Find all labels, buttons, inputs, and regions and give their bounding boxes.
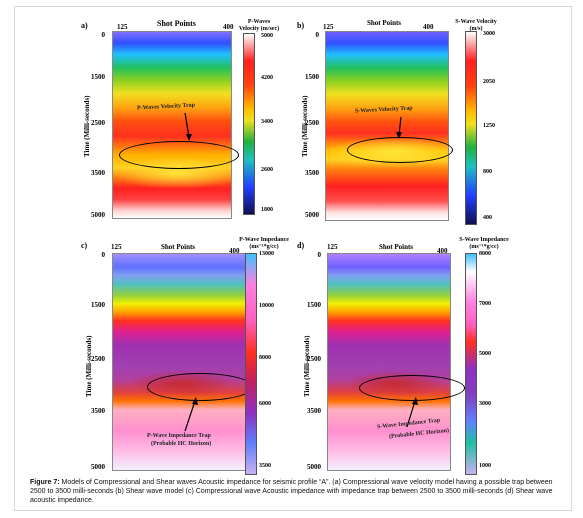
trap-arrow bbox=[406, 397, 418, 428]
impedance-map bbox=[327, 253, 451, 471]
velocity-map bbox=[112, 31, 232, 219]
y-tick: 1500 bbox=[307, 301, 321, 309]
panel-letter: d) bbox=[297, 241, 305, 250]
impedance-colorbar bbox=[245, 253, 257, 475]
colorbar-tick: 8000 bbox=[479, 251, 491, 257]
colorbar-tick: 3000 bbox=[479, 401, 491, 407]
colorbar-tick: 1250 bbox=[483, 123, 495, 129]
y-tick: 0 bbox=[317, 251, 322, 259]
y-tick: 1500 bbox=[305, 73, 319, 81]
colorbar-tick: 13000 bbox=[259, 251, 274, 257]
y-tick: 1500 bbox=[91, 301, 105, 309]
trap-arrow bbox=[184, 112, 192, 141]
panel-b: b) 125 Shot Points 400 Time (Milli-secon… bbox=[293, 7, 571, 237]
y-tick: 5000 bbox=[305, 211, 319, 219]
shot-end: 400 bbox=[223, 23, 234, 31]
colorbar-tick: 2600 bbox=[261, 167, 273, 173]
shot-start: 125 bbox=[323, 23, 334, 31]
shot-end: 400 bbox=[437, 247, 448, 255]
y-axis-label: Time (Milli-seconds) bbox=[303, 335, 311, 397]
caption-prefix: Figure 7: bbox=[30, 479, 60, 486]
colorbar-title: S-Wave Velocity (m/s) bbox=[455, 19, 497, 32]
colorbar-tick: 2050 bbox=[483, 79, 495, 85]
shot-start: 125 bbox=[117, 23, 128, 31]
velocity-colorbar bbox=[243, 33, 255, 215]
panel-letter: c) bbox=[81, 241, 88, 250]
y-tick: 5000 bbox=[91, 211, 105, 219]
y-tick: 5000 bbox=[91, 463, 105, 471]
panel-d: d) 125 Shot Points 400 Time (Milli-secon… bbox=[293, 235, 571, 479]
colorbar-tick: 3500 bbox=[259, 463, 271, 469]
panel-c: c) 125 Shot Points 400 Time (Milli-secon… bbox=[15, 235, 293, 479]
colorbar-title: P-Wave Impedance (ms⁻¹*g/cc) bbox=[239, 237, 289, 250]
caption-text: Models of Compressional and Shear waves … bbox=[30, 479, 553, 504]
impedance-map bbox=[112, 253, 246, 471]
velocity-map bbox=[325, 31, 449, 221]
colorbar-tick: 1800 bbox=[261, 207, 273, 213]
colorbar-tick: 4200 bbox=[261, 75, 273, 81]
panel-letter: a) bbox=[81, 21, 88, 30]
trap-arrow bbox=[184, 397, 198, 432]
panel-letter: b) bbox=[297, 21, 305, 30]
colorbar-tick: 1000 bbox=[479, 463, 491, 469]
figure-caption: Figure 7: Models of Compressional and Sh… bbox=[30, 478, 560, 505]
shot-points-label: Shot Points bbox=[379, 243, 414, 251]
colorbar-title: S-Wave Impedance (ms⁻¹*g/cc) bbox=[459, 237, 509, 250]
colorbar-tick: 3000 bbox=[483, 31, 495, 37]
y-tick: 3500 bbox=[307, 407, 321, 415]
colorbar-tick: 7000 bbox=[479, 301, 491, 307]
shot-start: 125 bbox=[327, 243, 338, 251]
y-tick: 0 bbox=[101, 31, 106, 39]
trap-annotation: P-Wave Impedance Trap bbox=[147, 433, 211, 439]
y-tick: 2500 bbox=[307, 355, 321, 363]
y-tick: 3500 bbox=[305, 169, 319, 177]
shot-points-label: Shot Points bbox=[367, 19, 402, 27]
panel-a: a) 125 Shot Points 400 Time (Milli-secon… bbox=[15, 7, 293, 237]
colorbar-tick: 5000 bbox=[261, 33, 273, 39]
y-tick: 3500 bbox=[91, 407, 105, 415]
shot-points-label: Shot Points bbox=[157, 19, 196, 28]
y-axis-label: Time (Milli-seconds) bbox=[85, 335, 93, 397]
velocity-colorbar bbox=[465, 31, 477, 225]
colorbar-tick: 800 bbox=[483, 169, 492, 175]
shot-start: 125 bbox=[111, 243, 122, 251]
velocity-trap-ellipse bbox=[347, 137, 453, 163]
y-tick: 2500 bbox=[305, 119, 319, 127]
colorbar-tick: 8000 bbox=[259, 355, 271, 361]
colorbar-tick: 400 bbox=[483, 215, 492, 221]
impedance-colorbar bbox=[465, 253, 477, 475]
y-tick: 0 bbox=[315, 31, 320, 39]
trap-annotation-note: (Probable HC Horizon) bbox=[151, 441, 212, 447]
colorbar-tick: 3400 bbox=[261, 119, 273, 125]
impedance-trap-ellipse bbox=[359, 375, 465, 401]
y-tick: 0 bbox=[101, 251, 106, 259]
colorbar-title: P-Waves Velocity (m/sec) bbox=[238, 19, 280, 32]
shot-end: 400 bbox=[229, 247, 240, 255]
y-tick: 2500 bbox=[91, 119, 105, 127]
trap-arrow bbox=[396, 116, 402, 139]
shot-end: 400 bbox=[423, 23, 434, 31]
colorbar-tick: 10000 bbox=[259, 303, 274, 309]
colorbar-tick: 6000 bbox=[259, 401, 271, 407]
y-tick: 3500 bbox=[91, 169, 105, 177]
colorbar-tick: 5000 bbox=[479, 351, 491, 357]
shot-points-label: Shot Points bbox=[161, 243, 196, 251]
velocity-trap-ellipse bbox=[119, 141, 239, 169]
y-tick: 1500 bbox=[91, 73, 105, 81]
y-tick: 5000 bbox=[307, 463, 321, 471]
figure-frame: a) 125 Shot Points 400 Time (Milli-secon… bbox=[14, 6, 572, 511]
y-tick: 2500 bbox=[91, 355, 105, 363]
